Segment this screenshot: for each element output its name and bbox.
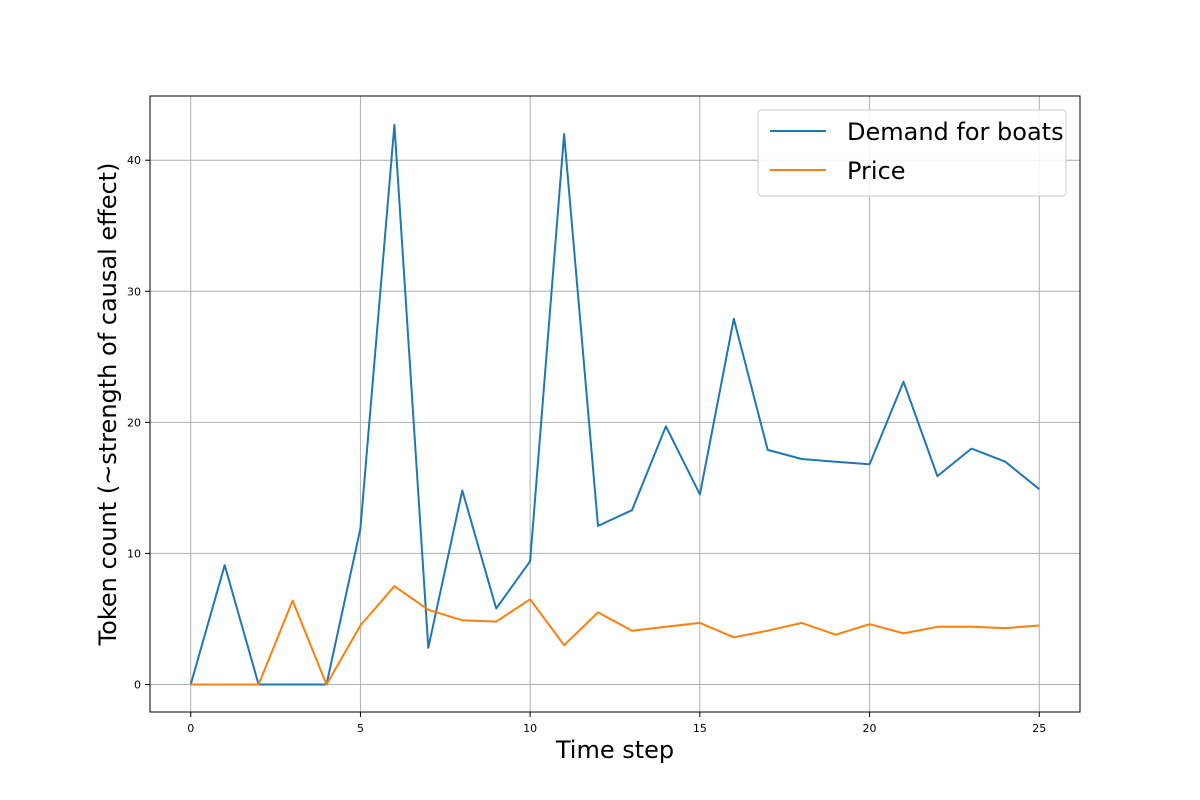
series-group [189,123,1040,686]
ticks: 0 5 10 15 20 25 0 10 20 30 40 [127,154,1046,735]
plot-frame [149,95,1081,713]
series-line-price [190,585,1040,686]
series-line-demand-for-boats [189,123,1040,686]
y-axis-label: Token count (~strength of causal effect) [94,163,122,647]
legend-label-price: Price [847,157,906,185]
y-tick-label: 0 [134,678,141,691]
legend-box [757,109,1067,197]
x-tick-label: 10 [523,722,537,735]
x-axis-label: Time step [555,736,674,764]
legend-label-demand: Demand for boats [847,118,1064,146]
x-tick-label: 0 [187,722,194,735]
grid [150,96,1080,712]
y-tick-label: 10 [127,547,141,560]
plot-area [150,96,1080,712]
y-tick-label: 40 [127,154,141,167]
y-tick-label: 20 [127,416,141,429]
x-tick-label: 25 [1032,722,1046,735]
legend: Demand for boats Price [757,109,1067,197]
x-tick-label: 15 [693,722,707,735]
y-tick-label: 30 [127,285,141,298]
x-tick-label: 20 [863,722,877,735]
x-tick-label: 5 [357,722,364,735]
